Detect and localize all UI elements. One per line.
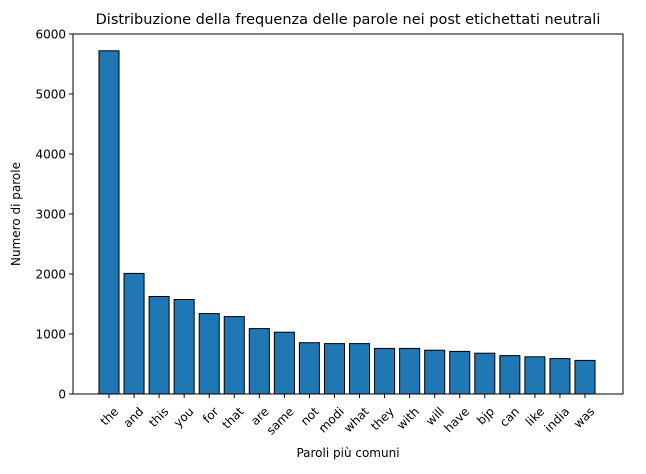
bar-modi (323, 343, 345, 395)
bars-group (98, 50, 596, 395)
bar-india (549, 358, 571, 395)
bar-that (223, 316, 245, 395)
bar-was (574, 359, 596, 395)
y-tick-label: 1000 (35, 328, 66, 342)
bar-they (374, 347, 396, 395)
bar-have (449, 350, 471, 395)
y-axis-ticks: 0 1000 2000 3000 4000 5000 6000 (35, 28, 73, 402)
bar-and (123, 272, 145, 395)
y-tick-label: 0 (58, 388, 66, 402)
bar-same (273, 331, 295, 395)
bar-are (248, 328, 270, 395)
y-tick-label: 3000 (35, 208, 66, 222)
bar-bjp (474, 352, 496, 395)
bar-like (524, 356, 546, 395)
bar-this (148, 296, 170, 395)
bar-with (399, 347, 421, 395)
plot-frame (72, 33, 624, 395)
y-tick-label: 4000 (35, 148, 66, 162)
chart-title: Distribuzione della frequenza delle paro… (96, 12, 601, 28)
bar-you (173, 299, 195, 395)
x-axis-label: Paroli più comuni (296, 446, 399, 460)
bar-for (198, 313, 220, 395)
bar-can (499, 355, 521, 395)
y-axis-label: Numero di parole (9, 162, 23, 266)
bar-not (298, 342, 320, 395)
y-tick-label: 6000 (35, 28, 66, 42)
y-tick-label: 2000 (35, 268, 66, 282)
bar-the (98, 50, 120, 395)
bar-what (349, 343, 371, 395)
bar-will (424, 349, 446, 395)
y-tick-label: 5000 (35, 88, 66, 102)
